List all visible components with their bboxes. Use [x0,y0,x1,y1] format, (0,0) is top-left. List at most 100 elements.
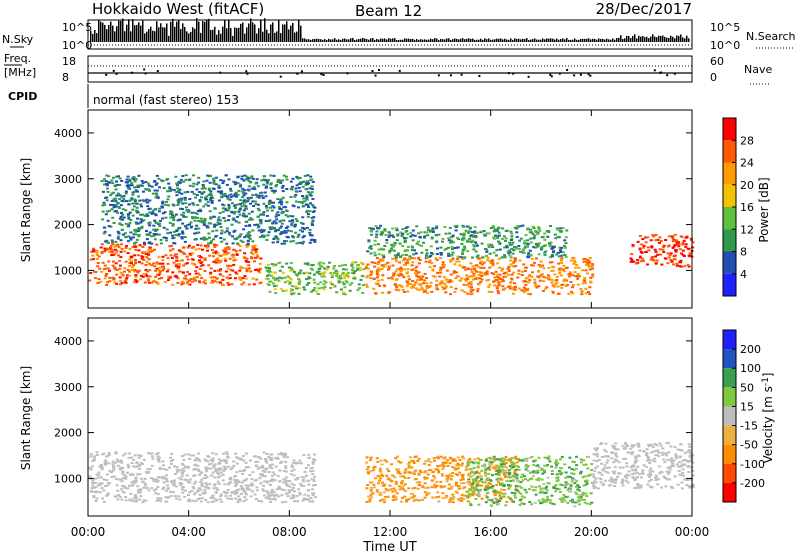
heatmap-cell [214,183,218,186]
heatmap-cell [451,251,455,254]
heatmap-cell [378,477,382,480]
heatmap-cell [469,504,473,507]
heatmap-cell [286,495,290,498]
heatmap-cell [439,246,443,249]
heatmap-cell [644,236,648,239]
heatmap-cell [426,486,430,489]
heatmap-cell [524,277,528,280]
heatmap-cell [120,247,124,250]
heatmap-cell [462,225,465,228]
heatmap-cell [154,192,158,195]
heatmap-cell [453,468,457,471]
heatmap-cell [545,230,549,233]
heatmap-cell [439,464,443,467]
nsky-bar [376,38,378,42]
heatmap-cell [99,280,103,283]
heatmap-cell [148,275,152,278]
heatmap-cell [446,474,450,477]
heatmap-cell [161,200,165,203]
heatmap-cell [663,257,667,260]
heatmap-cell [98,482,102,485]
heatmap-cell [246,486,249,489]
heatmap-cell [304,203,308,206]
heatmap-cell [275,237,279,239]
power-ylabel: Slant Range [km] [19,158,33,262]
heatmap-cell [545,488,549,491]
heatmap-cell [572,468,576,471]
heatmap-cell [496,469,500,472]
heatmap-cell [530,455,534,458]
heatmap-cell [294,461,298,464]
heatmap-cell [123,250,127,253]
heatmap-cell [425,254,428,257]
heatmap-cell [135,202,139,205]
heatmap-cell [123,474,127,477]
heatmap-cell [242,459,246,462]
heatmap-cell [448,462,452,465]
heatmap-cell [490,499,494,501]
heatmap-cell [455,481,458,484]
cpid-program: normal (fast stereo) 153 [93,93,239,107]
heatmap-cell [224,195,228,198]
heatmap-cell [136,217,139,220]
heatmap-cell [124,236,128,239]
heatmap-cell [242,500,246,503]
heatmap-cell [197,452,200,455]
heatmap-cell [222,194,226,197]
heatmap-cell [211,276,215,279]
heatmap-cell [236,176,240,179]
heatmap-cell [323,267,327,270]
heatmap-cell [526,292,530,295]
nsky-bar [522,38,524,42]
heatmap-cell [540,273,544,276]
heatmap-cell [580,290,584,293]
heatmap-cell [260,500,264,503]
heatmap-cell [380,463,384,466]
heatmap-cell [212,251,216,254]
heatmap-cell [128,258,132,261]
heatmap-cell [577,503,581,506]
power-colorbar-segment [723,118,736,141]
heatmap-cell [217,199,221,202]
heatmap-cell [154,183,158,186]
heatmap-cell [120,228,124,231]
heatmap-cell [477,484,481,487]
heatmap-cell [344,273,348,276]
nsky-bar [368,39,370,42]
heatmap-cell [421,498,425,501]
heatmap-cell [292,484,296,487]
heatmap-cell [367,495,371,498]
velocity-heatmap [88,441,695,508]
heatmap-cell [375,273,379,275]
nsky-bar [412,38,414,42]
heatmap-cell [253,200,257,203]
heatmap-cell [560,246,564,249]
nsky-bar [618,37,620,42]
heatmap-cell [245,452,248,455]
freq-label-line1: Freq. [4,52,31,65]
heatmap-cell [261,488,265,491]
heatmap-cell [476,254,480,257]
heatmap-cell [510,499,514,502]
heatmap-cell [510,273,514,276]
heatmap-cell [370,496,374,499]
heatmap-cell [298,190,302,193]
heatmap-cell [487,245,491,248]
heatmap-cell [292,487,295,489]
heatmap-cell [379,259,383,261]
heatmap-cell [237,221,241,224]
heatmap-cell [212,182,216,185]
heatmap-cell [125,276,129,279]
nsky-bar [510,38,512,42]
heatmap-cell [155,261,159,264]
heatmap-cell [377,267,381,270]
heatmap-cell [141,190,145,193]
heatmap-cell [560,261,564,264]
heatmap-cell [385,468,389,470]
heatmap-cell [488,463,492,465]
heatmap-cell [284,500,288,503]
heatmap-cell [500,269,504,272]
nsky-bar [512,39,514,42]
nsky-bar [154,31,156,42]
heatmap-cell [301,479,305,481]
